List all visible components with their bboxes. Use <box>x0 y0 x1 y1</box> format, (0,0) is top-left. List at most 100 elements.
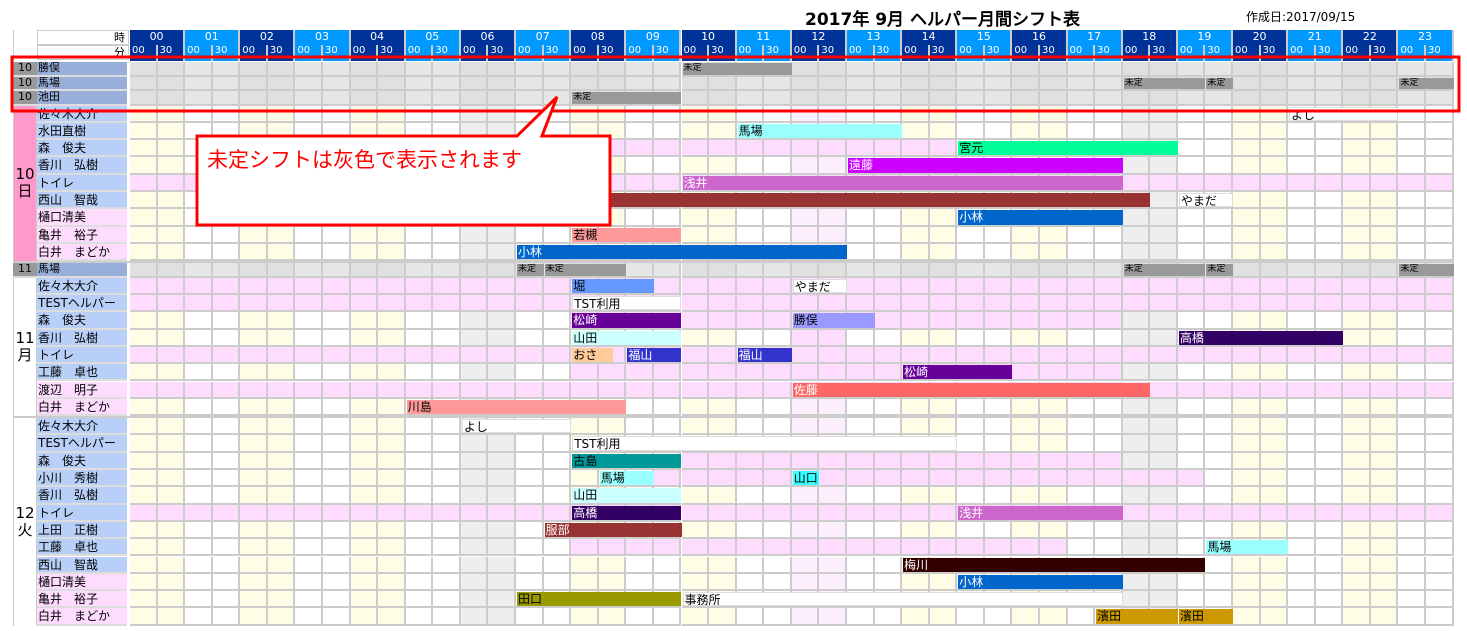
time-cell[interactable] <box>1205 62 1233 77</box>
time-cell[interactable] <box>460 105 489 123</box>
time-cell[interactable] <box>1012 277 1040 295</box>
time-cell[interactable] <box>350 470 379 488</box>
time-cell[interactable] <box>295 192 323 210</box>
time-cell[interactable] <box>212 76 241 91</box>
time-cell[interactable] <box>1177 122 1206 141</box>
time-cell[interactable] <box>1122 418 1151 436</box>
time-cell[interactable] <box>709 487 737 505</box>
time-cell[interactable] <box>1288 487 1316 505</box>
time-cell[interactable] <box>295 329 323 347</box>
time-cell[interactable] <box>791 209 820 227</box>
time-cell[interactable] <box>626 418 654 436</box>
time-cell[interactable] <box>957 62 985 77</box>
time-cell[interactable] <box>764 539 792 557</box>
time-cell[interactable] <box>295 398 323 417</box>
time-cell[interactable] <box>1012 418 1040 436</box>
time-cell[interactable] <box>764 573 792 592</box>
time-cell[interactable] <box>460 277 489 295</box>
time-cell[interactable] <box>350 556 379 574</box>
time-cell[interactable] <box>240 381 268 399</box>
time-cell[interactable] <box>130 608 158 626</box>
time-cell[interactable] <box>681 91 710 106</box>
helper-name[interactable]: 佐々木大介 <box>37 418 127 436</box>
pending-shift-bar[interactable]: 未定 <box>1399 77 1454 89</box>
time-cell[interactable] <box>1370 76 1399 91</box>
time-cell[interactable] <box>433 573 461 592</box>
time-cell[interactable] <box>1095 398 1123 417</box>
time-cell[interactable] <box>516 62 544 77</box>
time-cell[interactable] <box>1315 277 1344 295</box>
time-cell[interactable] <box>1177 243 1206 262</box>
time-cell[interactable] <box>571 62 599 77</box>
time-cell[interactable] <box>1315 174 1344 192</box>
time-cell[interactable] <box>1012 346 1040 365</box>
shift-bar[interactable] <box>572 193 1151 208</box>
time-cell[interactable] <box>1122 539 1151 557</box>
time-cell[interactable] <box>405 243 434 262</box>
time-cell[interactable] <box>819 140 847 158</box>
time-cell[interactable] <box>902 140 930 158</box>
time-cell[interactable] <box>1205 174 1233 192</box>
time-cell[interactable] <box>1315 364 1344 382</box>
time-cell[interactable] <box>350 277 379 295</box>
time-cell[interactable] <box>764 91 792 106</box>
time-cell[interactable] <box>598 539 627 557</box>
time-cell[interactable] <box>185 209 213 227</box>
time-cell[interactable] <box>323 62 351 77</box>
time-cell[interactable] <box>185 76 213 91</box>
time-cell[interactable] <box>1315 295 1344 313</box>
shift-bar[interactable]: 高橋 <box>572 505 682 520</box>
time-cell[interactable] <box>681 226 710 244</box>
time-cell[interactable] <box>157 209 186 227</box>
time-cell[interactable] <box>764 504 792 522</box>
time-cell[interactable] <box>240 556 268 574</box>
time-cell[interactable] <box>764 105 792 123</box>
shift-bar[interactable]: 事務所 <box>682 592 1123 607</box>
time-cell[interactable] <box>957 418 985 436</box>
time-cell[interactable] <box>681 157 710 175</box>
time-cell[interactable] <box>1260 226 1289 244</box>
time-cell[interactable] <box>571 174 599 192</box>
time-cell[interactable] <box>709 209 737 227</box>
time-cell[interactable] <box>157 364 186 382</box>
time-cell[interactable] <box>543 91 572 106</box>
time-cell[interactable] <box>1205 140 1233 158</box>
time-cell[interactable] <box>460 381 489 399</box>
time-cell[interactable] <box>323 329 351 347</box>
time-cell[interactable] <box>791 364 820 382</box>
time-cell[interactable] <box>681 504 710 522</box>
time-cell[interactable] <box>1260 418 1289 436</box>
helper-name[interactable]: 西山 智哉 <box>37 556 127 574</box>
time-cell[interactable] <box>1039 226 1068 244</box>
helper-name[interactable]: 香川 弘樹 <box>37 329 127 347</box>
time-cell[interactable] <box>1370 521 1399 540</box>
helper-name[interactable]: トイレ <box>37 346 127 365</box>
time-cell[interactable] <box>240 243 268 262</box>
time-cell[interactable] <box>460 364 489 382</box>
time-cell[interactable] <box>543 504 572 522</box>
time-cell[interactable] <box>819 573 847 592</box>
time-cell[interactable] <box>902 243 930 262</box>
time-cell[interactable] <box>1177 521 1206 540</box>
time-cell[interactable] <box>295 521 323 540</box>
time-cell[interactable] <box>819 157 847 175</box>
time-cell[interactable] <box>405 364 434 382</box>
time-cell[interactable] <box>736 329 765 347</box>
time-cell[interactable] <box>984 521 1013 540</box>
time-cell[interactable] <box>1067 418 1096 436</box>
time-cell[interactable] <box>653 263 682 278</box>
time-cell[interactable] <box>1343 418 1371 436</box>
time-cell[interactable] <box>1398 556 1426 574</box>
time-cell[interactable] <box>902 398 930 417</box>
time-cell[interactable] <box>681 418 710 436</box>
shift-bar[interactable]: やまだ <box>1178 193 1233 208</box>
time-cell[interactable] <box>902 608 930 626</box>
time-cell[interactable] <box>957 105 985 123</box>
time-cell[interactable] <box>433 418 461 436</box>
time-cell[interactable] <box>460 62 489 77</box>
time-cell[interactable] <box>433 91 461 106</box>
time-cell[interactable] <box>488 62 517 77</box>
time-cell[interactable] <box>1315 521 1344 540</box>
helper-name[interactable]: 小川 秀樹 <box>37 470 127 488</box>
time-cell[interactable] <box>1177 381 1206 399</box>
